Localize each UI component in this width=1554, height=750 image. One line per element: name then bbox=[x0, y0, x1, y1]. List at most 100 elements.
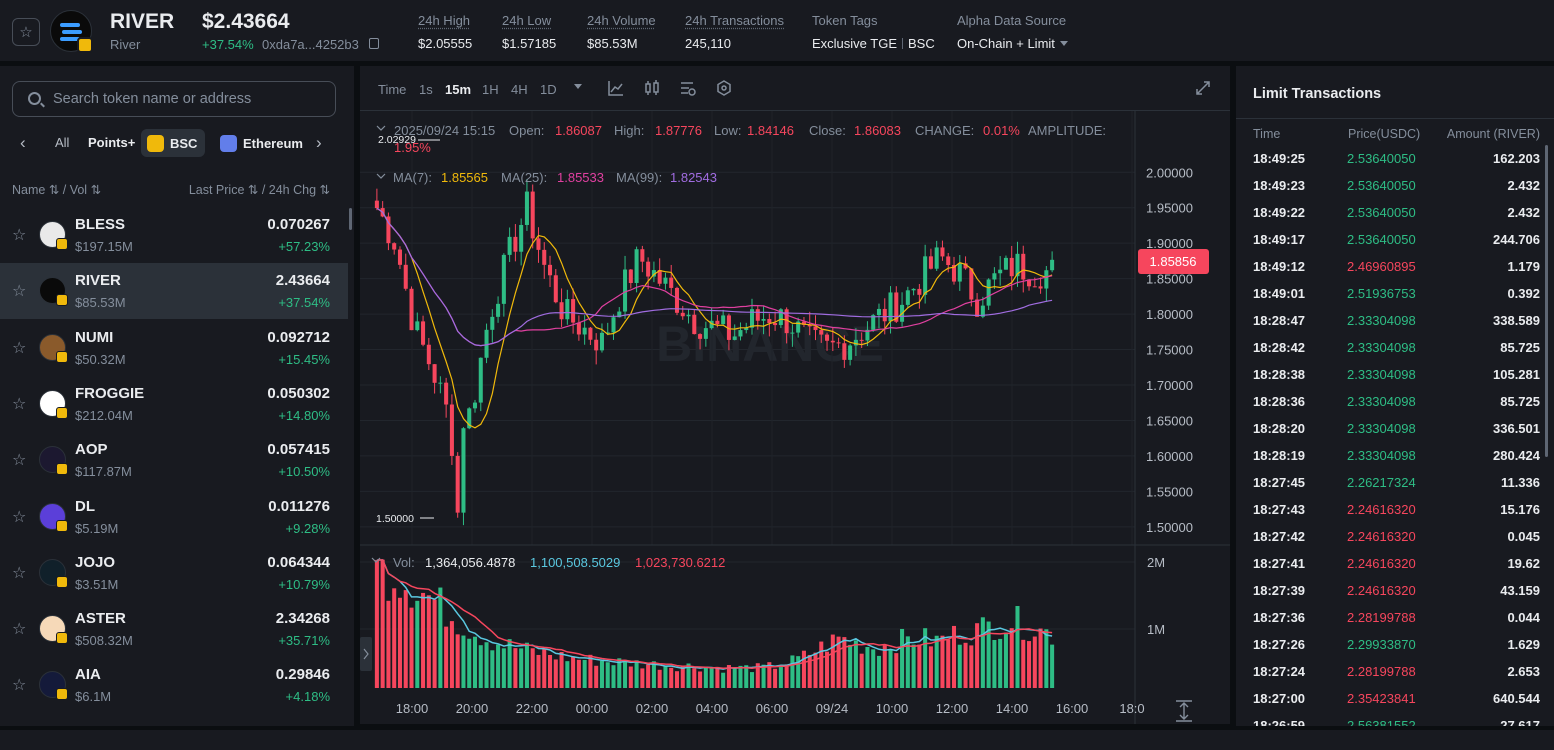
candle-body bbox=[524, 191, 529, 225]
token-row[interactable]: ☆ AOP $117.87M 0.057415 +10.50% bbox=[0, 432, 348, 488]
collapse-chevron-icon[interactable] bbox=[371, 557, 381, 563]
candle-body bbox=[882, 308, 887, 322]
sort-price[interactable]: Last Price ⇅ / 24h Chg ⇅ bbox=[188, 183, 330, 197]
token-change: +9.28% bbox=[285, 520, 330, 536]
tx-price: 2.53640050 bbox=[1347, 178, 1416, 193]
interval-1h[interactable]: 1H bbox=[482, 82, 499, 97]
tx-time: 18:27:24 bbox=[1253, 664, 1306, 679]
volume-bar bbox=[917, 644, 922, 688]
ma99-value: 1.82543 bbox=[670, 170, 717, 185]
token-price: 0.057415 bbox=[267, 441, 330, 459]
star-icon[interactable]: ☆ bbox=[12, 508, 27, 526]
high-value: 1.87776 bbox=[655, 123, 702, 138]
price-chart[interactable]: BINANCE 2.000001.950001.900001.850001.80… bbox=[360, 111, 1230, 724]
token-row[interactable]: ☆ JOJO $3.51M 0.064344 +10.79% bbox=[0, 545, 348, 601]
candle-body bbox=[715, 320, 720, 325]
favorite-star-icon[interactable]: ☆ bbox=[12, 18, 40, 46]
search-input[interactable] bbox=[53, 88, 323, 110]
candle-body bbox=[611, 317, 616, 333]
ethereum-icon bbox=[220, 134, 237, 152]
token-tags: Token Tags Exclusive TGE BSC bbox=[812, 13, 935, 51]
star-icon[interactable]: ☆ bbox=[12, 227, 27, 244]
candlestick-icon[interactable] bbox=[643, 79, 661, 97]
star-icon[interactable]: ☆ bbox=[12, 283, 27, 301]
more-intervals-chevron-down-icon[interactable] bbox=[574, 79, 582, 94]
collapse-chevron-icon[interactable] bbox=[376, 173, 386, 179]
tx-time: 18:27:43 bbox=[1253, 502, 1306, 517]
settings-hex-icon[interactable] bbox=[715, 79, 733, 97]
token-volume: $85.53M bbox=[75, 295, 126, 311]
star-icon[interactable]: ☆ bbox=[12, 395, 27, 413]
search-box[interactable] bbox=[12, 81, 336, 117]
indicators-icon[interactable] bbox=[679, 79, 697, 97]
filter-bsc[interactable]: BSC bbox=[141, 129, 206, 157]
tx-amount: 338.589 bbox=[1493, 313, 1540, 328]
collapse-chevron-icon[interactable] bbox=[376, 125, 386, 131]
sort-name[interactable]: Name ⇅ / Vol ⇅ bbox=[12, 183, 102, 197]
interval-4h[interactable]: 4H bbox=[511, 82, 528, 97]
volume-bar bbox=[599, 660, 604, 688]
interval-15m[interactable]: 15m bbox=[445, 82, 472, 97]
tx-amount: 19.62 bbox=[1507, 556, 1540, 571]
volume-bar bbox=[830, 634, 835, 688]
auto-scale-icon[interactable] bbox=[1176, 700, 1192, 722]
filter-all[interactable]: All bbox=[55, 135, 70, 150]
filter-points[interactable]: Points+ bbox=[88, 135, 136, 150]
chain-filter-bar: ‹ All Points+ BSC Ethereum › bbox=[0, 129, 354, 157]
transactions-scrollbar[interactable] bbox=[1545, 145, 1548, 457]
volume-bar bbox=[738, 665, 743, 688]
star-icon[interactable]: ☆ bbox=[12, 677, 27, 695]
fullscreen-icon[interactable] bbox=[1194, 79, 1212, 97]
chevron-left-icon[interactable]: ‹ bbox=[20, 133, 26, 152]
volume-bar bbox=[646, 664, 651, 688]
bsc-badge-icon bbox=[56, 575, 68, 588]
token-row[interactable]: ☆ ASTER $508.32M 2.34268 +35.71% bbox=[0, 601, 348, 657]
candle-body bbox=[865, 329, 870, 341]
token-icon bbox=[39, 446, 68, 476]
candle-body bbox=[992, 273, 997, 280]
open-value: 1.86087 bbox=[555, 123, 602, 138]
token-row[interactable]: ☆ NUMI $50.32M 0.092712 +15.45% bbox=[0, 320, 348, 376]
candle-body bbox=[946, 256, 951, 266]
candle-body bbox=[801, 321, 806, 325]
contract-address[interactable]: 0xda7a...4252b3 bbox=[262, 37, 359, 52]
volume-bar bbox=[825, 651, 830, 688]
star-icon[interactable]: ☆ bbox=[12, 621, 27, 639]
logo-wave-1 bbox=[60, 23, 80, 27]
collapse-side-handle[interactable] bbox=[360, 637, 372, 671]
source-dropdown[interactable]: On-Chain + Limit bbox=[957, 36, 1068, 51]
volume-bar bbox=[1003, 632, 1008, 688]
token-row[interactable]: ☆ FROGGIE $212.04M 0.050302 +14.80% bbox=[0, 376, 348, 432]
star-icon[interactable]: ☆ bbox=[12, 339, 27, 357]
volume-bar bbox=[923, 628, 928, 688]
interval-1d[interactable]: 1D bbox=[540, 82, 557, 97]
token-row[interactable]: ☆ DL $5.19M 0.011276 +9.28% bbox=[0, 489, 348, 545]
candle-body bbox=[657, 270, 662, 284]
volume-bar bbox=[905, 636, 910, 688]
candle-body bbox=[421, 321, 426, 345]
candle-body bbox=[876, 308, 881, 316]
token-row[interactable]: ☆ BLESS $197.15M 0.070267 +57.23% bbox=[0, 207, 348, 263]
candle-body bbox=[980, 305, 985, 317]
filter-ethereum[interactable]: Ethereum bbox=[214, 129, 311, 157]
star-icon[interactable]: ☆ bbox=[12, 564, 27, 582]
interval-time[interactable]: Time bbox=[378, 82, 407, 97]
copy-icon[interactable] bbox=[369, 38, 379, 49]
time-tick: 10:00 bbox=[876, 701, 909, 716]
chevron-right-icon[interactable]: › bbox=[316, 133, 322, 152]
token-name: River bbox=[110, 37, 141, 52]
star-icon[interactable]: ☆ bbox=[12, 452, 27, 470]
tx-amount: 0.392 bbox=[1507, 286, 1540, 301]
volume-bar bbox=[1032, 636, 1037, 688]
list-scrollbar[interactable] bbox=[349, 208, 352, 230]
token-symbol: RIVER bbox=[110, 10, 175, 33]
token-row[interactable]: ☆ AIA $6.1M 0.29846 +4.18% bbox=[0, 657, 348, 713]
volume-bar bbox=[380, 559, 385, 688]
token-row[interactable]: ☆ RIVER $85.53M 2.43664 +37.54% bbox=[0, 263, 348, 320]
interval-1s[interactable]: 1s bbox=[419, 82, 433, 97]
line-chart-icon[interactable] bbox=[607, 79, 625, 97]
time-tick: 02:00 bbox=[636, 701, 669, 716]
candle-body bbox=[1009, 257, 1014, 277]
alpha-data-source[interactable]: Alpha Data Source On-Chain + Limit bbox=[957, 13, 1068, 51]
token-symbol: DL bbox=[75, 497, 95, 515]
